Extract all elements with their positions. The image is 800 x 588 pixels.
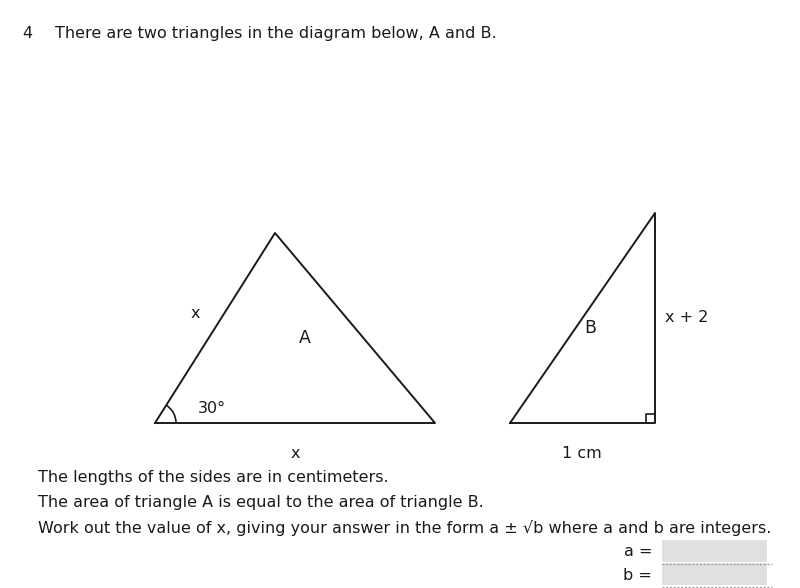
Text: 4: 4 bbox=[22, 26, 32, 41]
Text: x: x bbox=[190, 306, 200, 320]
Text: The area of triangle A is equal to the area of triangle B.: The area of triangle A is equal to the a… bbox=[38, 495, 484, 510]
Text: b =: b = bbox=[623, 567, 652, 583]
FancyBboxPatch shape bbox=[662, 540, 767, 562]
Text: a =: a = bbox=[623, 544, 652, 560]
Text: 30°: 30° bbox=[198, 401, 226, 416]
Text: B: B bbox=[584, 319, 596, 337]
Text: x: x bbox=[290, 446, 300, 461]
FancyBboxPatch shape bbox=[662, 563, 767, 585]
Text: A: A bbox=[299, 329, 311, 347]
Text: Work out the value of x, giving your answer in the form a ± √b where a and b are: Work out the value of x, giving your ans… bbox=[38, 520, 771, 536]
Text: 1 cm: 1 cm bbox=[562, 446, 602, 461]
Text: x + 2: x + 2 bbox=[665, 310, 708, 326]
Text: There are two triangles in the diagram below, A and B.: There are two triangles in the diagram b… bbox=[55, 26, 497, 41]
Text: The lengths of the sides are in centimeters.: The lengths of the sides are in centimet… bbox=[38, 470, 389, 485]
